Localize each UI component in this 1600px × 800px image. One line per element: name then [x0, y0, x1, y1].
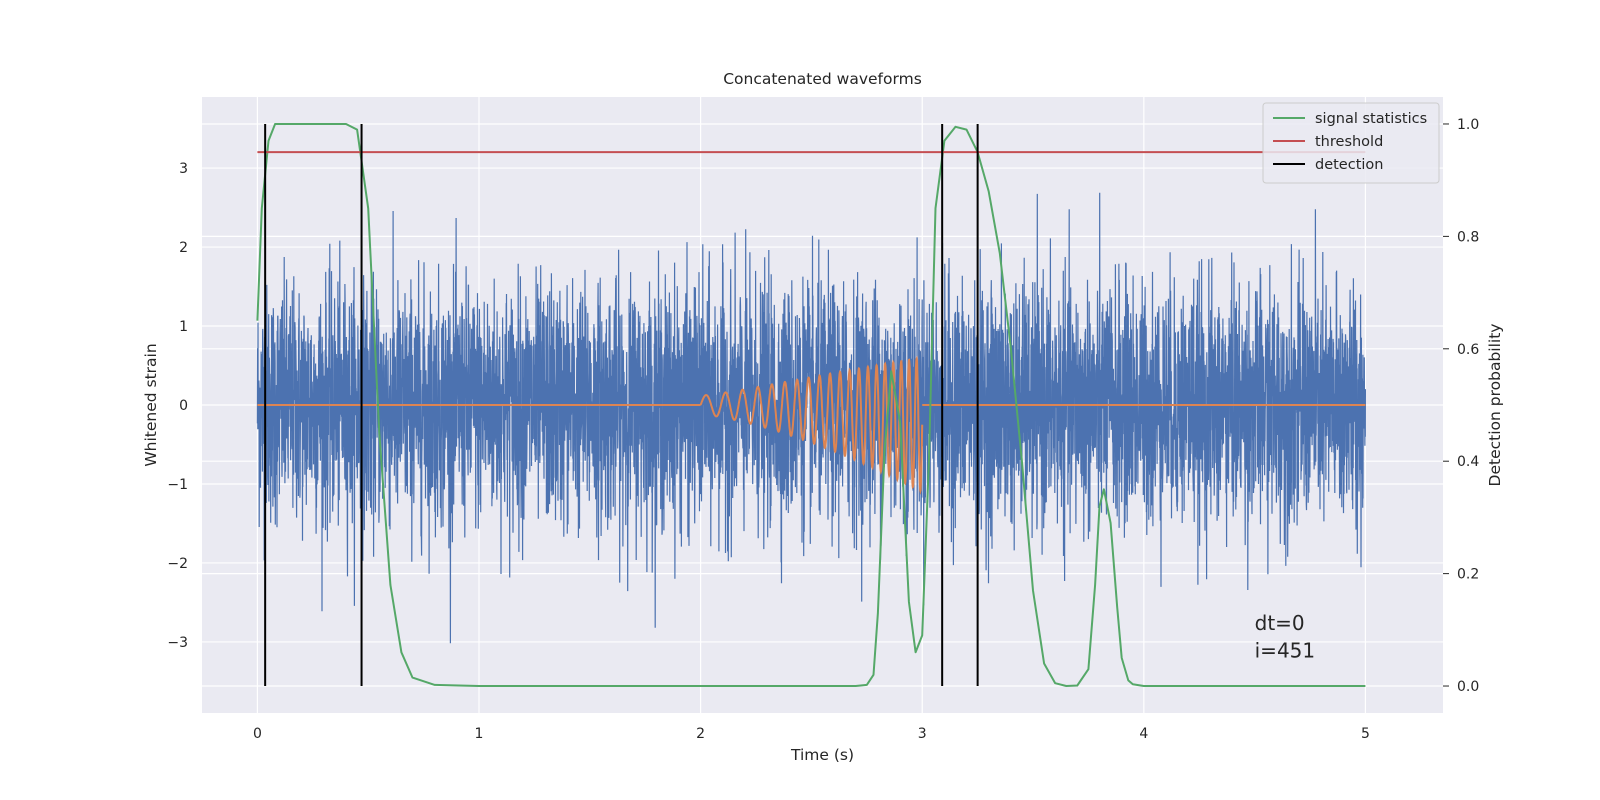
- y2-tick-label: 0.2: [1457, 567, 1479, 583]
- y-axis-label: Whitened strain: [142, 343, 160, 466]
- y-tick-label: 1: [179, 319, 188, 335]
- y-tick-label: 2: [179, 240, 188, 256]
- y2-tick-label: 0.4: [1457, 454, 1479, 470]
- x-tick-label: 2: [696, 726, 705, 742]
- y2-tick-label: 0.6: [1457, 342, 1479, 358]
- y-tick-label: 0: [179, 398, 188, 414]
- legend: signal statistics threshold detection: [1262, 102, 1440, 184]
- y2-tick-label: 0.8: [1457, 229, 1479, 245]
- y-tick-label: −1: [167, 477, 188, 493]
- plot-series: [256, 123, 1366, 687]
- legend-label: signal statistics: [1315, 111, 1427, 127]
- annotations: dt=0 i=451: [1255, 611, 1316, 663]
- annotation-text: dt=0: [1255, 611, 1305, 635]
- chart-title: Concatenated waveforms: [723, 70, 922, 88]
- legend-box: [1262, 102, 1440, 184]
- x-tick-label: 4: [1139, 726, 1148, 742]
- x-tick-label: 5: [1361, 726, 1370, 742]
- y-tick-label: 3: [179, 161, 188, 177]
- x-tick-label: 3: [918, 726, 927, 742]
- y2-tick-label: 0.0: [1457, 679, 1479, 695]
- x-tick-label: 1: [475, 726, 484, 742]
- series-noise: [256, 192, 1366, 644]
- legend-label: threshold: [1315, 134, 1383, 150]
- y2-axis-label: Detection probability: [1486, 324, 1504, 487]
- legend-label: detection: [1315, 157, 1383, 173]
- axes: 0 1 2 3 4 5 −3 −2 −1 0 1 2 3 0.0 0.2 0.4 0.6 0.8 1.0: [167, 117, 1479, 742]
- y2-tick-label: 1.0: [1457, 117, 1479, 133]
- y-tick-label: −3: [167, 635, 188, 651]
- signal-statistics-line: [256, 123, 1366, 687]
- annotation-text: i=451: [1255, 639, 1316, 663]
- y-tick-label: −2: [167, 556, 188, 572]
- series-chirp: [699, 355, 924, 495]
- x-tick-label: 0: [253, 726, 262, 742]
- x-axis-label: Time (s): [790, 746, 854, 764]
